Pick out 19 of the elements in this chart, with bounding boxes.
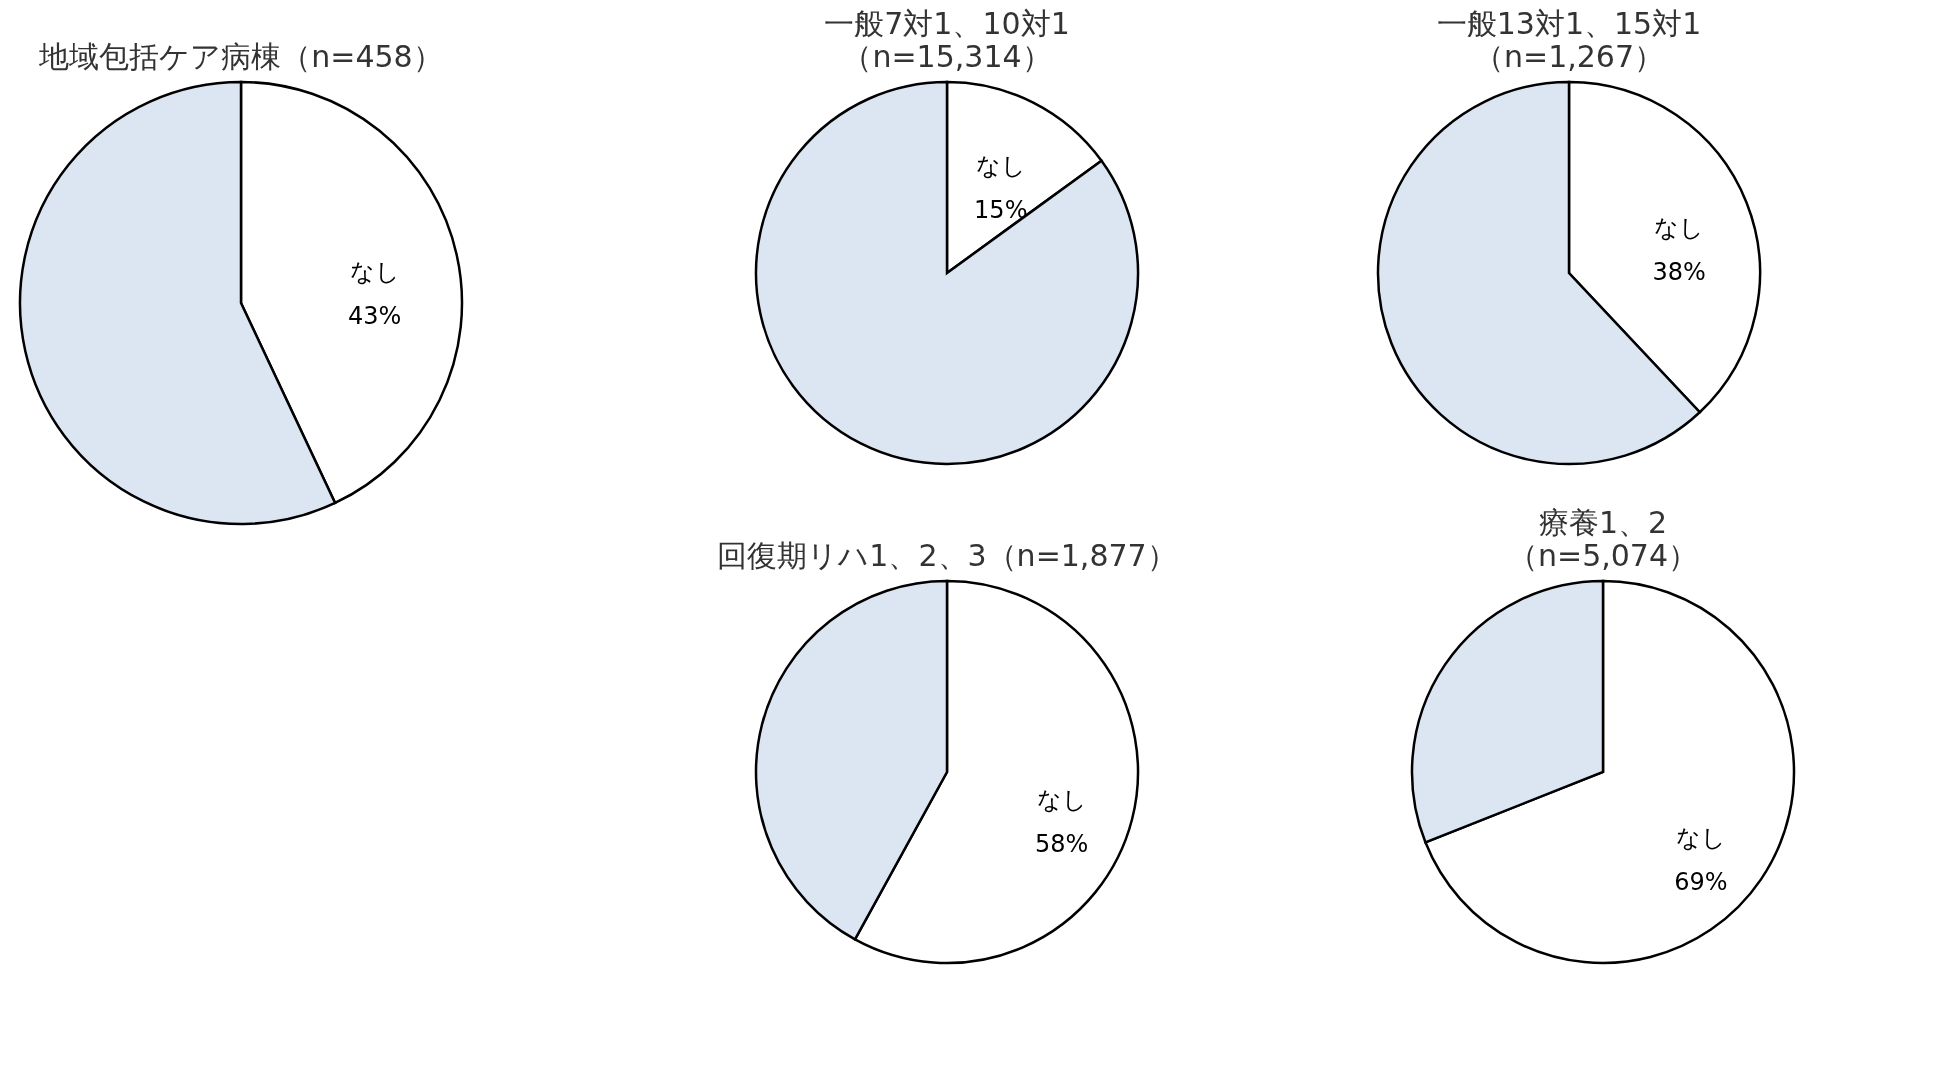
data-label: 15% [974, 196, 1028, 225]
data-label: 69% [1674, 867, 1728, 896]
chart-title: 療養1、2 [1538, 505, 1668, 540]
pie-slice [754, 80, 1140, 466]
chart-subtitle: （n=1,267） [1473, 39, 1665, 74]
data-label: 58% [1035, 830, 1089, 859]
chart-title: 地域包括ケア病棟（n=458） [38, 39, 443, 74]
chart-title: 一般7対1、10対1 [824, 6, 1070, 41]
data-label: 43% [348, 302, 402, 331]
chart-title: 一般13対1、15対1 [1436, 6, 1702, 41]
slice-label: なし [349, 258, 400, 287]
data-label: 38% [1652, 258, 1706, 287]
slice-label: なし [975, 152, 1026, 181]
chart-subtitle: （n=5,074） [1507, 538, 1699, 573]
chart-title: 回復期リハ1、2、3（n=1,877） [717, 538, 1177, 573]
slice-label: なし [1675, 823, 1726, 852]
slice-label: なし [1036, 786, 1087, 815]
chart-subtitle: （n=15,314） [842, 39, 1052, 74]
slice-label: なし [1654, 214, 1705, 243]
